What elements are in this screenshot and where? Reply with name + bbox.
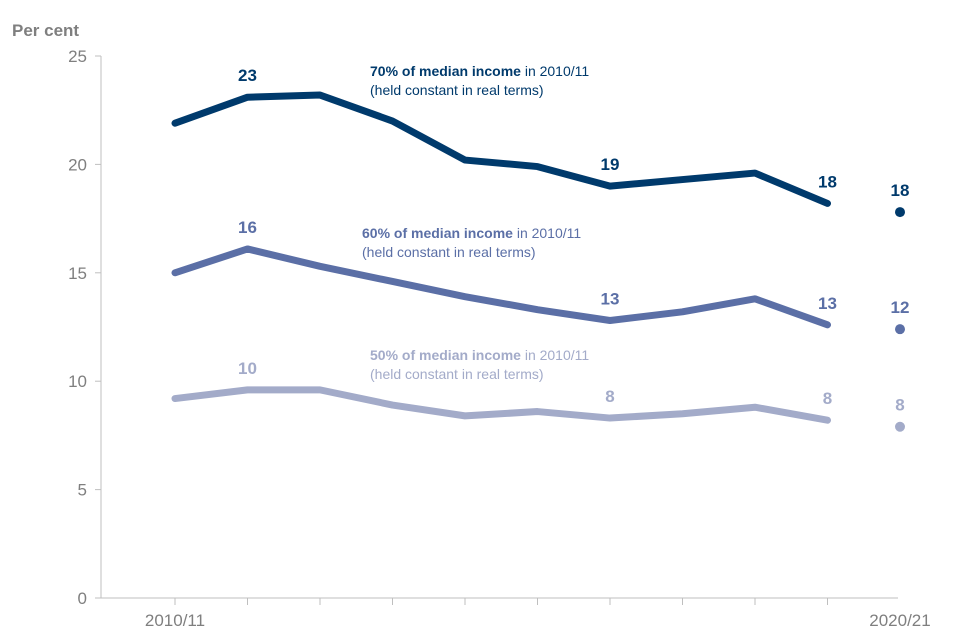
data-label: 16 (238, 218, 257, 237)
y-tick-label: 25 (68, 47, 87, 66)
axes: 0 5 10 15 20 25 2010/11 2020/21 (68, 47, 931, 630)
x-tick-label: 2020/21 (869, 611, 930, 630)
final-point (895, 324, 905, 335)
series-line (171, 91, 831, 207)
data-label: 8 (605, 387, 614, 406)
series-annotation-rest: in 2010/11 (521, 63, 589, 79)
data-label: 8 (823, 389, 832, 408)
series-annotation-bold: 50% of median income (370, 347, 521, 363)
series-1: 23 19 18 18 (171, 66, 910, 218)
series-annotation-line2: (held constant in real terms) (370, 82, 544, 98)
data-label: 13 (818, 294, 837, 313)
y-tick-label: 15 (68, 264, 87, 283)
data-label: 8 (895, 396, 904, 415)
series-annotation-line2: (held constant in real terms) (362, 244, 536, 260)
x-tick-label: 2010/11 (145, 611, 205, 630)
y-tick-label: 20 (68, 155, 87, 174)
data-label: 10 (238, 359, 257, 378)
series-annotation-line1: 70% of median income in 2010/11 (370, 63, 589, 79)
data-label: 18 (818, 172, 837, 191)
data-label: 12 (891, 298, 910, 317)
series-annotation-line2: (held constant in real terms) (370, 366, 544, 382)
series-annotation-rest: in 2010/11 (513, 225, 581, 241)
annotations: 70% of median income in 2010/11 (held con… (362, 63, 589, 382)
series-annotation-line1: 50% of median income in 2010/11 (370, 347, 589, 363)
y-tick-label: 5 (78, 481, 87, 500)
y-axis-title: Per cent (12, 21, 79, 40)
series-layer: 23 19 18 18 16 13 13 12 10 8 8 8 (171, 66, 910, 432)
data-label: 23 (238, 66, 257, 85)
series-2: 16 13 13 12 (171, 218, 910, 335)
series-line (171, 386, 831, 424)
series-annotation-bold: 60% of median income (362, 225, 513, 241)
final-point (895, 207, 905, 218)
y-tick-label: 0 (78, 589, 87, 608)
series-annotation-rest: in 2010/11 (521, 347, 589, 363)
final-point (895, 421, 905, 432)
data-label: 18 (891, 181, 910, 200)
series-3: 10 8 8 8 (171, 359, 905, 432)
series-annotation-line1: 60% of median income in 2010/11 (362, 225, 581, 241)
series-line (171, 245, 831, 329)
data-label: 19 (601, 155, 620, 174)
data-label: 13 (601, 289, 620, 308)
series-annotation-bold: 70% of median income (370, 63, 521, 79)
y-tick-label: 10 (68, 372, 87, 391)
